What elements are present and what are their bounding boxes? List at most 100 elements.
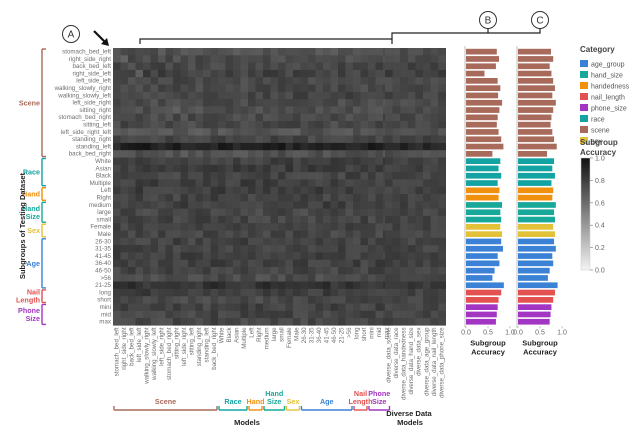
heatmap-cell (315, 208, 324, 217)
heatmap-cell (135, 179, 144, 187)
heatmap-cell (368, 91, 376, 100)
heatmap-cell (345, 267, 354, 275)
diverse-heatmap-cell (385, 164, 393, 173)
heatmap-cell (128, 91, 136, 100)
diverse-heatmap-cell (407, 201, 416, 209)
heatmap-cell (375, 69, 384, 78)
heatmap-cell (308, 164, 316, 173)
bars-b-bar (466, 129, 499, 135)
heatmap-cell (375, 310, 384, 319)
heatmap-cell (225, 186, 234, 195)
heatmap-cell (165, 281, 174, 290)
heatmap-cell (180, 77, 189, 85)
heatmap-cell (113, 128, 121, 136)
diverse-heatmap-cell (423, 91, 431, 100)
diverse-heatmap-cell (430, 237, 439, 246)
heatmap-cell (345, 164, 354, 173)
heatmap-cell (218, 150, 226, 158)
bars-b-bar (466, 209, 501, 216)
heatmap-cell (278, 69, 286, 78)
diverse-heatmap-cell (400, 142, 408, 151)
heatmap-cell (195, 157, 204, 165)
diverse-heatmap-cell (400, 303, 408, 311)
heatmap-cell (203, 230, 211, 238)
marker-c-circle (531, 11, 549, 29)
row-label: Asian (96, 165, 112, 172)
column-label: Right (256, 327, 263, 342)
diverse-heatmap-cell (385, 237, 393, 246)
row-label: 26-30 (95, 238, 111, 245)
heatmap-cell (300, 245, 309, 253)
heatmap-cell (180, 267, 189, 275)
heatmap-cell (135, 113, 144, 122)
diverse-heatmap-cell (423, 296, 431, 304)
heatmap-cell (188, 208, 196, 217)
diverse-heatmap-cell (385, 201, 393, 209)
heatmap-cell (255, 230, 264, 238)
heatmap-cell (240, 99, 249, 107)
heatmap-cell (210, 62, 219, 71)
heatmap-cell (248, 267, 256, 275)
heatmap-cell (278, 252, 286, 260)
diverse-heatmap-cell (430, 267, 439, 275)
heatmap-cell (225, 150, 234, 158)
heatmap-cell (210, 121, 219, 129)
heatmap-cell (180, 62, 189, 71)
heatmap-cell (188, 281, 196, 290)
heatmap-cell (225, 157, 234, 165)
heatmap-cell (353, 106, 361, 114)
heatmap-cell (345, 142, 354, 151)
heatmap-cell (270, 77, 279, 85)
diverse-heatmap-cell (415, 296, 424, 304)
heatmap-cell (330, 150, 339, 158)
heatmap-cell (300, 172, 309, 180)
heatmap-cell (315, 223, 324, 231)
heatmap-cell (248, 106, 256, 114)
heatmap-cell (225, 128, 234, 136)
heatmap-cell (180, 259, 189, 268)
diverse-heatmap-cell (430, 288, 439, 297)
bars-c-tick-label: 1.0 (557, 329, 567, 336)
heatmap-cell (360, 215, 369, 224)
row-group-label: Size (26, 314, 40, 323)
heatmap-cell (375, 215, 384, 224)
heatmap-cell (255, 296, 264, 304)
heatmap-cell (308, 135, 316, 144)
heatmap-cell (263, 164, 271, 173)
heatmap-cell (128, 252, 136, 260)
bars-c-bar (518, 92, 553, 99)
heatmap-cell (165, 245, 174, 253)
bars-c-bar (518, 129, 553, 135)
heatmap-cell (248, 194, 256, 202)
diverse-heatmap-cell (392, 77, 401, 85)
heatmap-cell (345, 274, 354, 282)
heatmap-cell (143, 267, 151, 275)
heatmap-cell (338, 215, 346, 224)
heatmap-cell (218, 274, 226, 282)
diverse-column-label: diverse_data_nail_length (431, 327, 438, 396)
heatmap-cell (188, 252, 196, 260)
heatmap-cell (353, 223, 361, 231)
diverse-column-label: diverse_data_scene (385, 327, 392, 383)
column-label: Left (248, 327, 255, 338)
heatmap-cell (308, 91, 316, 100)
heatmap-cell (293, 274, 301, 282)
heatmap-cell (293, 164, 301, 173)
column-label: left_side_left (136, 327, 143, 362)
heatmap-cell (375, 281, 384, 290)
heatmap-cell (225, 194, 234, 202)
heatmap-cell (360, 237, 369, 246)
diverse-heatmap-cell (400, 91, 408, 100)
diverse-heatmap-cell (415, 113, 424, 122)
heatmap-cell (353, 164, 361, 173)
heatmap-cell (195, 150, 204, 158)
heatmap-cell (293, 91, 301, 100)
heatmap-cell (135, 252, 144, 260)
heatmap-cell (360, 150, 369, 158)
heatmap-cell (270, 296, 279, 304)
heatmap-cell (150, 113, 159, 122)
heatmap-cell (113, 274, 121, 282)
row-label: 21-25 (95, 282, 111, 289)
heatmap-cell (308, 274, 316, 282)
